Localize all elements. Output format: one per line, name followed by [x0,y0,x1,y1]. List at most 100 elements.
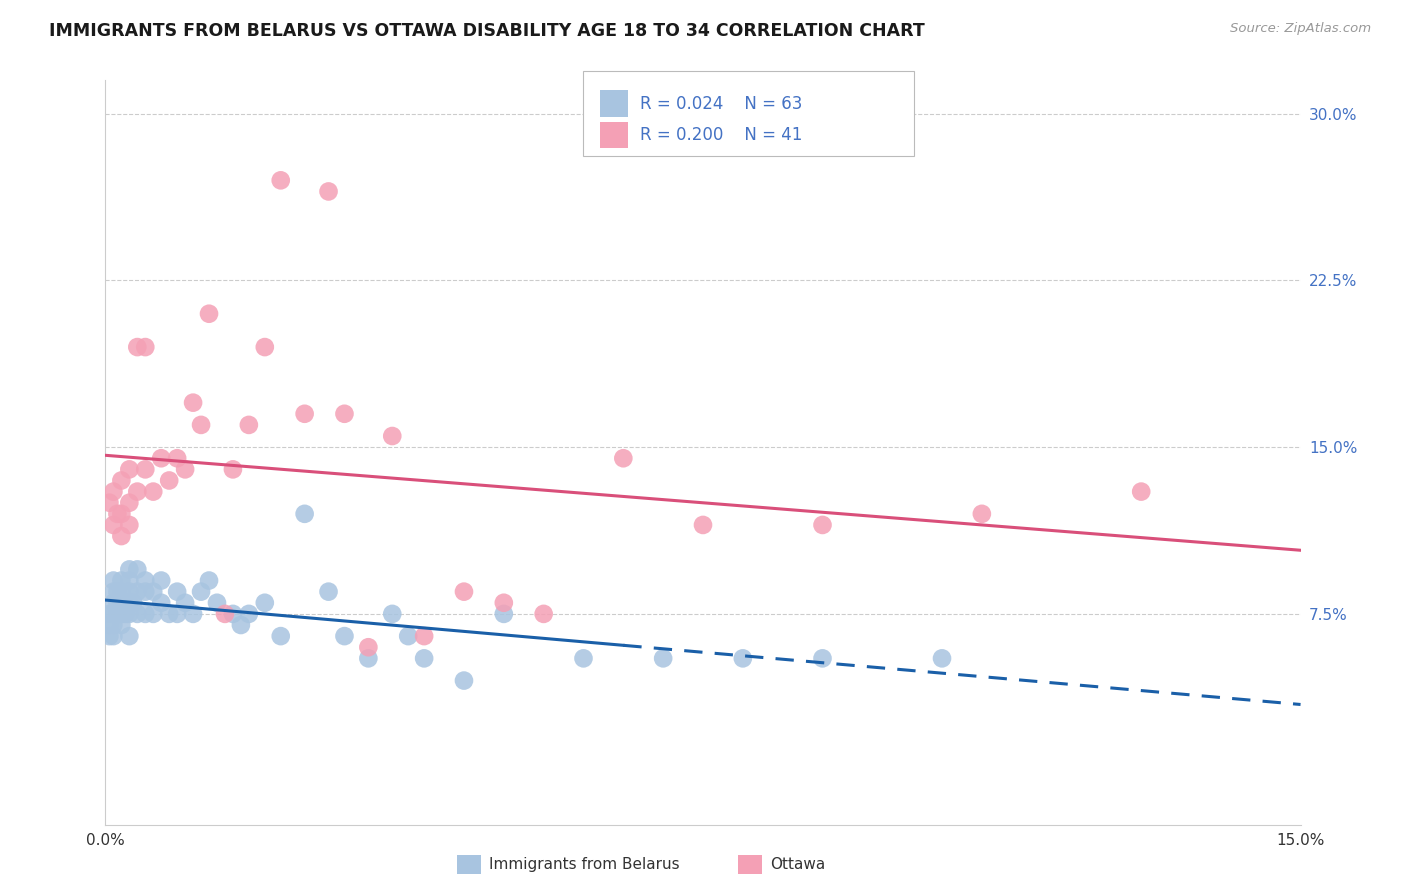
Point [110,584,132,599]
Point [270,173,292,187]
Point [118,584,141,599]
Point [381,607,404,621]
Point [931,651,953,665]
Point [533,607,555,621]
Point [118,518,141,533]
Point [811,518,834,533]
Text: R = 0.200    N = 41: R = 0.200 N = 41 [640,126,801,144]
Point [118,562,141,576]
Point [294,507,316,521]
Point [413,629,436,643]
Point [142,584,165,599]
Point [253,340,276,354]
Point [127,340,149,354]
Point [103,484,125,499]
Point [357,640,380,655]
Point [134,462,156,476]
Point [294,407,316,421]
Point [118,462,141,476]
Point [103,574,125,588]
Point [118,496,141,510]
Text: Source: ZipAtlas.com: Source: ZipAtlas.com [1230,22,1371,36]
Point [118,607,141,621]
Point [114,607,136,621]
Point [110,529,132,543]
Point [492,607,515,621]
Point [333,629,356,643]
Point [134,584,156,599]
Point [114,596,136,610]
Point [134,340,156,354]
Point [150,451,173,466]
Point [98,618,121,632]
Point [103,518,125,533]
Point [205,596,228,610]
Point [453,673,475,688]
Point [127,607,149,621]
Point [118,596,141,610]
Point [198,307,221,321]
Point [181,395,204,409]
Text: IMMIGRANTS FROM BELARUS VS OTTAWA DISABILITY AGE 18 TO 34 CORRELATION CHART: IMMIGRANTS FROM BELARUS VS OTTAWA DISABI… [49,22,925,40]
Point [181,607,204,621]
Point [238,417,260,432]
Point [413,651,436,665]
Point [98,496,121,510]
Point [134,607,156,621]
Point [970,507,993,521]
Point [612,451,634,466]
Point [103,618,125,632]
Point [174,462,197,476]
Point [103,629,125,643]
Point [214,607,236,621]
Point [110,474,132,488]
Text: Ottawa: Ottawa [770,857,825,871]
Point [229,618,252,632]
Point [318,584,340,599]
Point [253,596,276,610]
Point [174,596,197,610]
Point [142,484,165,499]
Point [118,629,141,643]
Point [166,451,188,466]
Point [198,574,221,588]
Point [107,607,129,621]
Point [107,596,129,610]
Point [122,596,145,610]
Point [157,607,180,621]
Point [107,584,129,599]
Point [127,562,149,576]
Point [127,484,149,499]
Point [110,618,132,632]
Point [222,462,245,476]
Point [357,651,380,665]
Point [150,574,173,588]
Point [157,474,180,488]
Point [190,417,212,432]
Point [318,185,340,199]
Point [107,507,129,521]
Point [103,607,125,621]
Point [222,607,245,621]
Point [110,607,132,621]
Point [110,596,132,610]
Point [811,651,834,665]
Point [396,629,419,643]
Point [110,507,132,521]
Point [166,607,188,621]
Point [731,651,754,665]
Point [270,629,292,643]
Point [142,607,165,621]
Point [98,607,121,621]
Point [492,596,515,610]
Point [381,429,404,443]
Point [127,584,149,599]
Point [150,596,173,610]
Point [333,407,356,421]
Point [110,574,132,588]
Point [238,607,260,621]
Point [103,596,125,610]
Point [652,651,675,665]
Point [692,518,714,533]
Point [134,574,156,588]
